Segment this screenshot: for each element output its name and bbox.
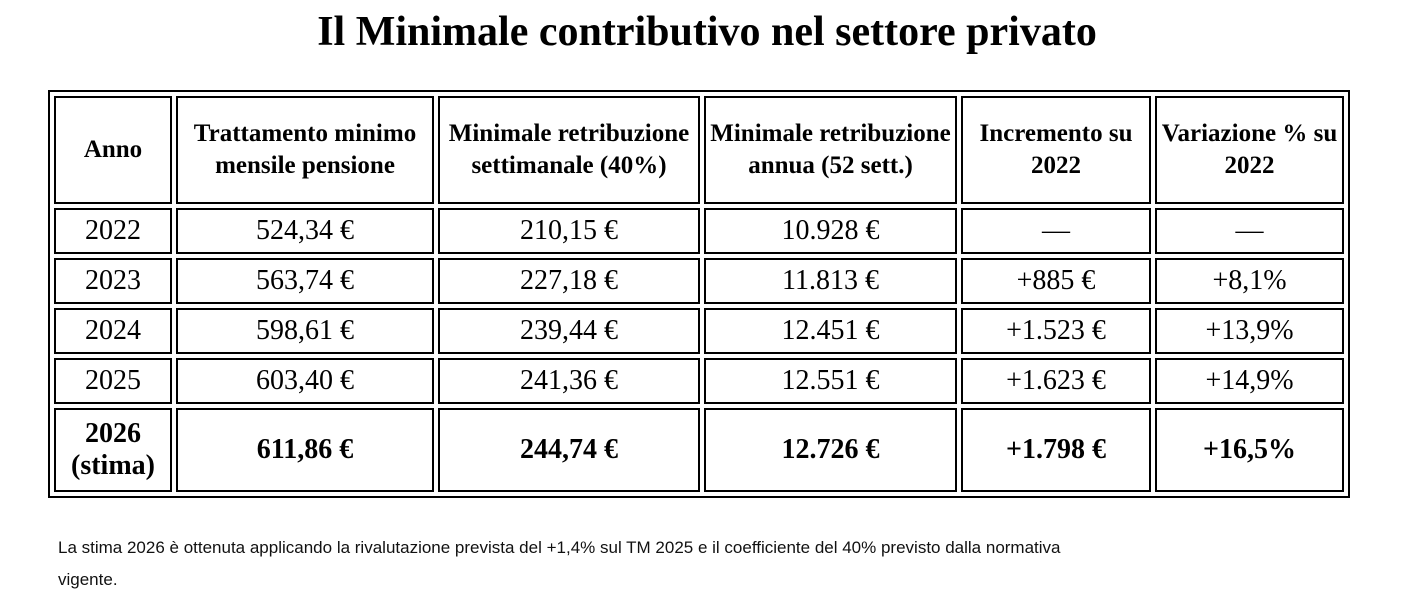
- column-header-anno: Anno: [54, 96, 172, 205]
- cell-year: 2023: [54, 258, 172, 305]
- cell-variation: +16,5%: [1155, 408, 1344, 493]
- table-row-2025: 2025 603,40 € 241,36 € 12.551 € +1.623 €…: [54, 358, 1344, 405]
- column-header-minimale-annua: Minimale retribuzione annua (52 sett.): [704, 96, 957, 205]
- cell-annual-min: 12.726 €: [704, 408, 957, 493]
- cell-increase: +1.798 €: [961, 408, 1151, 493]
- table-row-2026-estimate: 2026 (stima) 611,86 € 244,74 € 12.726 € …: [54, 408, 1344, 493]
- cell-variation: —: [1155, 208, 1344, 255]
- cell-increase: —: [961, 208, 1151, 255]
- cell-weekly-min: 210,15 €: [438, 208, 700, 255]
- column-header-minimale-settimanale: Minimale retribuzione settimanale (40%): [438, 96, 700, 205]
- cell-annual-min: 12.551 €: [704, 358, 957, 405]
- cell-variation: +8,1%: [1155, 258, 1344, 305]
- cell-monthly-min: 603,40 €: [176, 358, 434, 405]
- cell-variation: +13,9%: [1155, 308, 1344, 355]
- cell-year: 2024: [54, 308, 172, 355]
- cell-monthly-min: 611,86 €: [176, 408, 434, 493]
- cell-increase: +1.523 €: [961, 308, 1151, 355]
- cell-variation: +14,9%: [1155, 358, 1344, 405]
- table-row-2022: 2022 524,34 € 210,15 € 10.928 € — —: [54, 208, 1344, 255]
- column-header-variazione: Variazione % su 2022: [1155, 96, 1344, 205]
- cell-weekly-min: 239,44 €: [438, 308, 700, 355]
- cell-year: 2022: [54, 208, 172, 255]
- column-header-trattamento-minimo: Trattamento minimo mensile pensione: [176, 96, 434, 205]
- footnote: La stima 2026 è ottenuta applicando la r…: [58, 538, 1061, 590]
- contribution-minimum-table: Anno Trattamento minimo mensile pensione…: [48, 90, 1350, 499]
- cell-weekly-min: 227,18 €: [438, 258, 700, 305]
- table-row-2023: 2023 563,74 € 227,18 € 11.813 € +885 € +…: [54, 258, 1344, 305]
- cell-year: 2026 (stima): [54, 408, 172, 493]
- cell-monthly-min: 524,34 €: [176, 208, 434, 255]
- cell-annual-min: 11.813 €: [704, 258, 957, 305]
- cell-increase: +1.623 €: [961, 358, 1151, 405]
- cell-annual-min: 10.928 €: [704, 208, 957, 255]
- cell-year: 2025: [54, 358, 172, 405]
- cell-monthly-min: 598,61 €: [176, 308, 434, 355]
- cell-weekly-min: 241,36 €: [438, 358, 700, 405]
- page-title: Il Minimale contributivo nel settore pri…: [317, 9, 1097, 55]
- cell-weekly-min: 244,74 €: [438, 408, 700, 493]
- cell-increase: +885 €: [961, 258, 1151, 305]
- cell-annual-min: 12.451 €: [704, 308, 957, 355]
- header-row: Anno Trattamento minimo mensile pensione…: [54, 96, 1344, 205]
- table-row-2024: 2024 598,61 € 239,44 € 12.451 € +1.523 €…: [54, 308, 1344, 355]
- cell-monthly-min: 563,74 €: [176, 258, 434, 305]
- column-header-incremento: Incremento su 2022: [961, 96, 1151, 205]
